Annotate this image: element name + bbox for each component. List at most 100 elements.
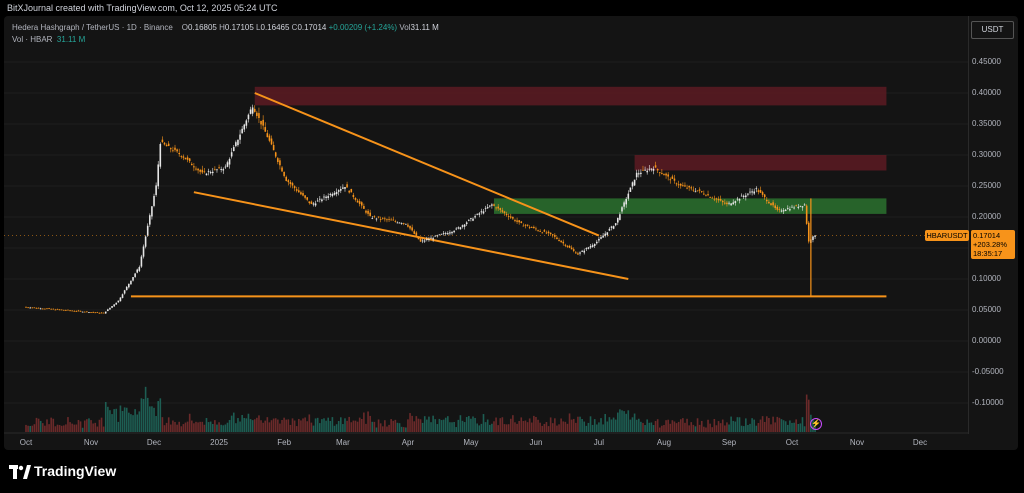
volume-bar (432, 415, 434, 432)
volume-bar (784, 421, 787, 432)
candle-body (631, 182, 634, 187)
candle-body (214, 169, 216, 171)
candle-body (598, 238, 600, 241)
volume-bar (69, 422, 71, 432)
volume-bar (314, 418, 317, 432)
volume-bar (360, 418, 363, 432)
volume-bar (167, 417, 170, 432)
volume-bar (161, 417, 164, 432)
candle-body (312, 203, 315, 205)
candle-body (195, 168, 197, 170)
candle-body (503, 211, 506, 214)
volume-bar (646, 419, 648, 432)
candle-body (541, 232, 544, 234)
candle-body (369, 212, 371, 216)
candle-body (640, 172, 642, 175)
candle-body (44, 308, 46, 310)
volume-bar (753, 419, 756, 432)
volume-bar (675, 423, 678, 432)
candle-body (709, 197, 711, 198)
flash-icon[interactable]: ⚡ (810, 418, 822, 430)
candle-body (530, 227, 533, 228)
volume-bar (807, 399, 810, 432)
volume-bar (390, 419, 392, 432)
volume-bar (392, 420, 395, 432)
volume-bar (165, 422, 168, 432)
volume-bar (285, 419, 288, 432)
candle-body (331, 194, 334, 196)
volume-bar (159, 398, 162, 432)
volume-bar (436, 424, 439, 432)
volume-bar (365, 423, 367, 432)
volume-bar (224, 424, 227, 432)
candle-body (539, 230, 541, 232)
volume-bar (724, 425, 726, 432)
candle-body (570, 247, 573, 250)
volume-bar (522, 421, 525, 432)
candle-body (182, 156, 185, 158)
symbol-label[interactable]: Hedera Hashgraph / TetherUS · 1D · Binan… (12, 23, 173, 32)
volume-bar (92, 423, 94, 432)
time-axis-tick-label: Jun (529, 438, 543, 447)
volume-bar (142, 398, 145, 432)
volume-bar (115, 408, 118, 432)
time-axis-tick-label: Apr (401, 438, 415, 447)
time-axis-tick-label: Nov (849, 438, 865, 447)
volume-bar (81, 427, 84, 432)
volume-bar (608, 417, 611, 432)
candle-body (449, 232, 451, 234)
candle-body (197, 168, 199, 171)
volume-bar (312, 425, 315, 432)
candle-body (386, 219, 388, 221)
candle-body (172, 150, 174, 152)
candle-body (25, 306, 27, 308)
time-axis-tick-label: Feb (277, 438, 292, 447)
volume-bar (37, 418, 40, 432)
volume-bar (117, 421, 120, 432)
volume-bar (637, 418, 640, 432)
candle-body (491, 204, 493, 206)
volume-bar (782, 420, 785, 432)
volume-bar (776, 416, 779, 432)
candle-body (388, 219, 390, 220)
candle-body (493, 204, 495, 206)
volume-bar (65, 424, 67, 432)
candle-body (310, 201, 313, 205)
volume-bar (549, 417, 552, 432)
candle-body (58, 309, 61, 311)
volume-bar (302, 418, 304, 432)
volume-bar (728, 424, 730, 432)
volume-bar (222, 425, 225, 432)
volume-bar (682, 418, 684, 432)
candle-body (564, 244, 567, 246)
candle-body (193, 166, 195, 168)
candle-body (468, 219, 470, 221)
candle-body (159, 144, 162, 167)
volume-bar (528, 418, 531, 432)
candle-body (293, 186, 296, 189)
volume-bar (60, 425, 63, 432)
candle-body (81, 311, 84, 313)
falling-wedge-lower-trendline (193, 191, 629, 280)
volume-bar (107, 406, 109, 432)
candle-body (805, 205, 808, 224)
volume-bar (264, 420, 267, 432)
candle-body (560, 240, 562, 243)
volume-bar (369, 415, 371, 432)
candle-body (251, 107, 254, 114)
candle-body (432, 238, 434, 240)
candle-body (186, 157, 189, 160)
currency-button[interactable]: USDT (971, 21, 1014, 39)
volume-bar (627, 410, 630, 432)
candle-body (663, 174, 665, 176)
candle-body (522, 225, 525, 227)
candle-body (98, 312, 101, 314)
candle-body (35, 307, 38, 309)
candle-body (476, 213, 478, 215)
volume-bar (780, 419, 783, 432)
candle-body (163, 142, 166, 145)
volume-series-label[interactable]: Vol · HBAR (12, 35, 53, 44)
volume-bar (751, 418, 753, 432)
candle-body (243, 124, 246, 130)
